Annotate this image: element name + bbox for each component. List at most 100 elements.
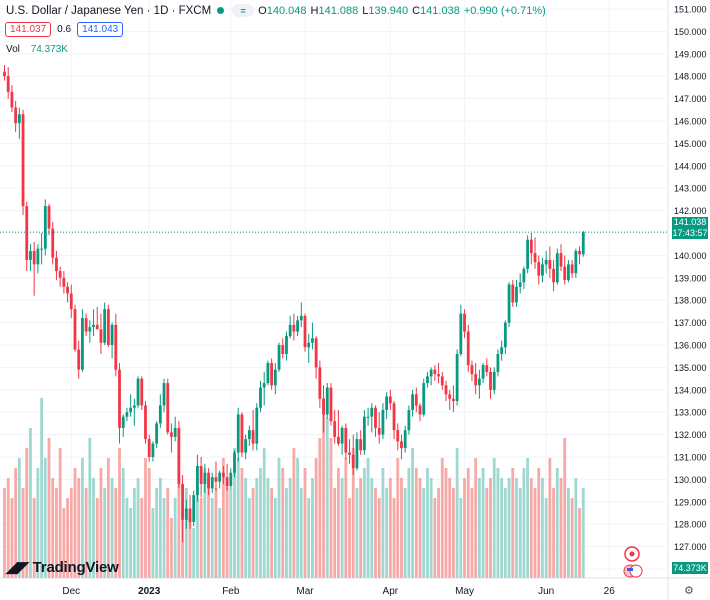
volume-bar <box>507 478 511 578</box>
sell-price-button[interactable]: 141.037 <box>5 22 52 37</box>
candle-body <box>196 465 199 496</box>
volume-bar <box>522 468 526 578</box>
candle-body <box>400 441 403 449</box>
buy-price-button[interactable]: 141.043 <box>77 22 124 37</box>
volume-bar <box>199 498 203 578</box>
candle-body <box>233 452 236 473</box>
candle-body <box>411 394 414 410</box>
candle-body <box>559 253 563 267</box>
candle-body <box>414 394 418 406</box>
volume-bar <box>170 518 173 578</box>
volume-bar <box>541 478 544 578</box>
candle-body <box>121 416 125 428</box>
candle-body <box>3 71 6 77</box>
candle-body <box>199 465 203 484</box>
bar-countdown: 17:43:57 <box>672 228 708 238</box>
volume-bar <box>337 468 340 578</box>
volume-bar <box>526 458 530 578</box>
volume-bar <box>17 458 21 578</box>
volume-bar <box>400 478 403 578</box>
volume-bar <box>370 478 374 578</box>
volume-legend: Vol 74.373K <box>6 44 68 55</box>
candle-body <box>21 114 25 207</box>
volume-bar <box>125 498 129 578</box>
candle-body <box>262 383 266 388</box>
price-tick-label: 147.000 <box>674 94 707 104</box>
price-tick-label: 135.000 <box>674 363 707 373</box>
price-tick-label: 139.000 <box>674 273 707 283</box>
volume-bar <box>281 468 285 578</box>
volume-bar <box>103 488 107 578</box>
price-tick-label: 150.000 <box>674 27 707 37</box>
brand-name: TradingView <box>32 558 119 576</box>
volume-label[interactable]: Vol <box>6 44 20 55</box>
high-value: 141.088 <box>318 4 359 17</box>
price-axis[interactable]: 126.000127.000128.000129.000130.000131.0… <box>674 4 707 574</box>
candle-body <box>173 427 177 437</box>
candle-body <box>32 250 36 265</box>
volume-bar <box>259 468 262 578</box>
time-axis[interactable]: Dec 2023 Feb Mar Apr May Jun 26 <box>62 586 615 597</box>
volume-bar <box>207 478 210 578</box>
volume-bar <box>463 478 466 578</box>
candle-body <box>396 430 400 442</box>
volume-bar <box>25 448 29 578</box>
volume-bar <box>355 488 359 578</box>
candle-body <box>552 268 555 283</box>
price-tick-label: 151.000 <box>674 4 707 14</box>
volume-bar <box>144 458 147 578</box>
candle-body <box>500 347 504 354</box>
candle-body <box>218 472 222 482</box>
tradingview-logo[interactable]: ◢◤ TradingView <box>6 558 119 577</box>
candle-body <box>177 427 181 484</box>
candle-body <box>455 353 459 402</box>
candle-body <box>166 383 170 433</box>
price-tick-label: 136.000 <box>674 341 707 351</box>
volume-bar <box>307 498 311 578</box>
volume-bar <box>203 468 207 578</box>
volume-bar <box>563 438 567 578</box>
candle-body <box>181 483 184 520</box>
candle-body <box>548 259 552 269</box>
candle-body <box>207 472 210 489</box>
volume-bar <box>322 398 325 578</box>
price-tick-label: 137.000 <box>674 318 707 328</box>
candle-body <box>541 264 544 276</box>
volume-bar <box>255 478 259 578</box>
candle-body <box>281 345 285 354</box>
settings-gear-icon[interactable]: ⚙ <box>684 585 694 597</box>
candle-body <box>106 309 110 346</box>
volume-bar <box>348 498 351 578</box>
volume-bar <box>411 448 414 578</box>
symbol-title[interactable]: U.S. Dollar / Japanese Yen · 1D · FXCM <box>6 4 212 17</box>
price-tick-label: 148.000 <box>674 72 707 82</box>
candle-body <box>492 371 496 390</box>
legend-toggle-button[interactable]: = <box>232 4 255 17</box>
volume-bar <box>503 488 507 578</box>
candle-body <box>444 385 448 395</box>
volume-bar <box>407 468 411 578</box>
time-tick-label: Jun <box>538 586 554 597</box>
candle-body <box>314 338 318 368</box>
candle-body <box>251 430 255 444</box>
time-tick-label: Mar <box>296 586 314 597</box>
volume-bar <box>492 458 496 578</box>
volume-bar <box>377 498 381 578</box>
volume-bar <box>496 468 500 578</box>
last-price-value: 141.038 <box>673 217 707 227</box>
candle-body <box>118 369 121 428</box>
volume-bar <box>418 478 422 578</box>
change-value: +0.990 (+0.71%) <box>463 4 546 17</box>
candle-body <box>92 324 95 328</box>
volume-bar <box>362 468 366 578</box>
event-flag-icon[interactable] <box>621 546 643 583</box>
candle-body <box>73 309 77 350</box>
volume-bar <box>229 488 233 578</box>
volume-bar <box>440 458 444 578</box>
volume-bars <box>3 398 585 578</box>
volume-bar <box>236 458 240 578</box>
candle-body <box>81 318 84 370</box>
candle-body <box>17 114 21 124</box>
candle-body <box>466 331 470 366</box>
